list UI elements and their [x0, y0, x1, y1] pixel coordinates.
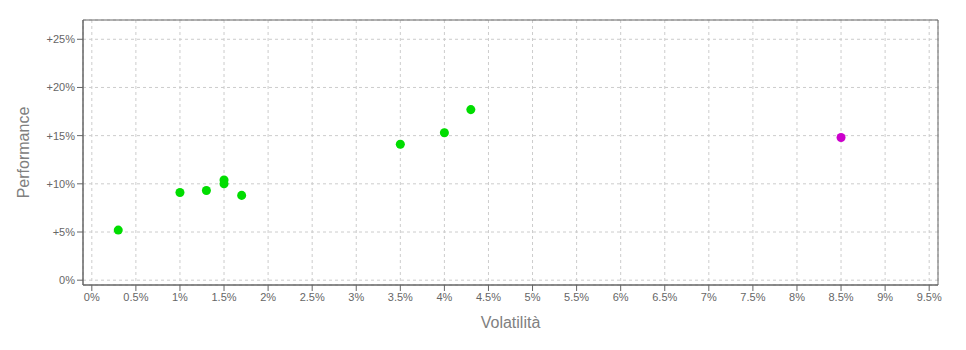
svg-text:+20%: +20% — [47, 81, 76, 93]
svg-text:5%: 5% — [525, 291, 541, 303]
svg-text:6.5%: 6.5% — [652, 291, 677, 303]
svg-text:Volatilità: Volatilità — [481, 314, 541, 331]
svg-text:0.5%: 0.5% — [123, 291, 148, 303]
svg-text:0%: 0% — [84, 291, 100, 303]
svg-text:1.5%: 1.5% — [211, 291, 236, 303]
svg-text:Performance: Performance — [15, 107, 32, 199]
svg-text:3%: 3% — [348, 291, 364, 303]
svg-text:+10%: +10% — [47, 178, 76, 190]
svg-text:4%: 4% — [436, 291, 452, 303]
svg-text:9%: 9% — [877, 291, 893, 303]
svg-text:5.5%: 5.5% — [564, 291, 589, 303]
svg-text:4.5%: 4.5% — [476, 291, 501, 303]
svg-text:8.5%: 8.5% — [829, 291, 854, 303]
svg-text:7%: 7% — [701, 291, 717, 303]
svg-text:0%: 0% — [59, 274, 75, 286]
svg-text:+5%: +5% — [53, 226, 76, 238]
svg-text:2.5%: 2.5% — [300, 291, 325, 303]
svg-text:9.5%: 9.5% — [917, 291, 942, 303]
svg-text:+25%: +25% — [47, 33, 76, 45]
svg-text:6%: 6% — [613, 291, 629, 303]
svg-text:1%: 1% — [172, 291, 188, 303]
svg-text:7.5%: 7.5% — [740, 291, 765, 303]
svg-text:2%: 2% — [260, 291, 276, 303]
svg-text:3.5%: 3.5% — [388, 291, 413, 303]
svg-text:8%: 8% — [789, 291, 805, 303]
svg-text:+15%: +15% — [47, 130, 76, 142]
